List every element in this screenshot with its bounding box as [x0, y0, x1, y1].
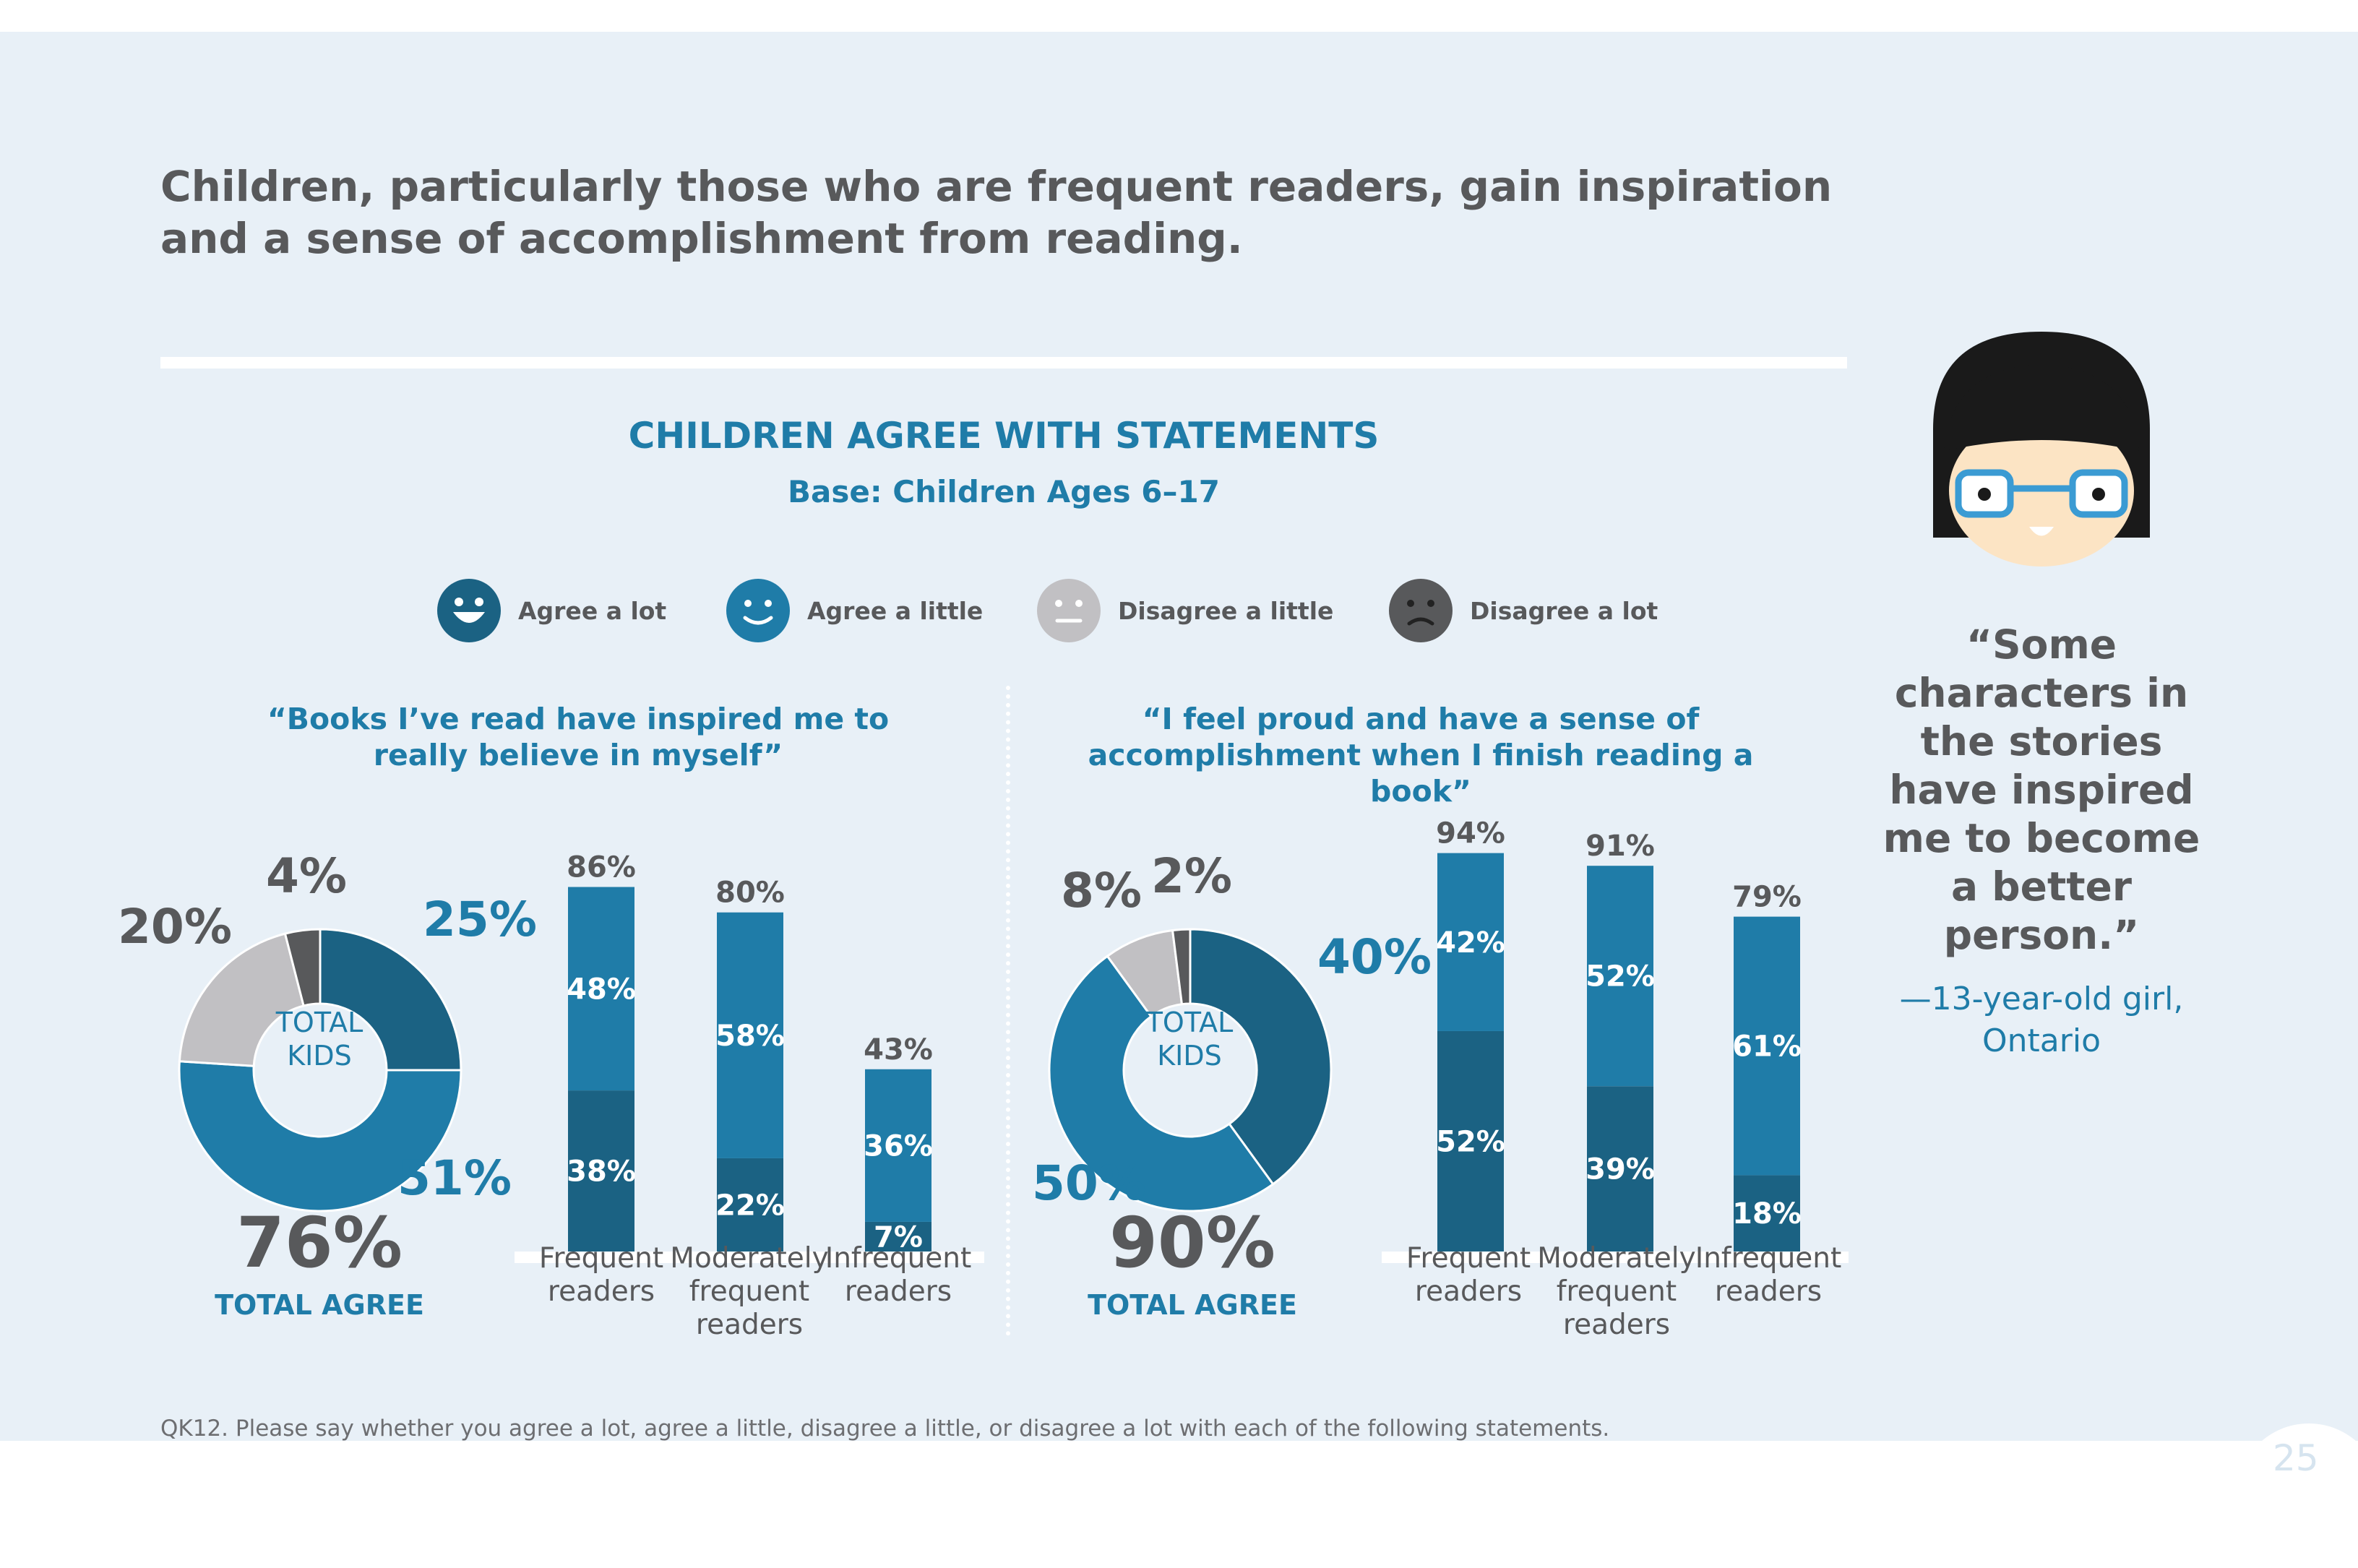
page-headline: Children, particularly those who are fre… — [160, 162, 1833, 263]
bar1-label-total: 80% — [715, 876, 785, 910]
statement-proud: “I feel proud and have a sense of accomp… — [1088, 702, 1754, 809]
legend-item-agree-a-little: Agree a little — [726, 578, 983, 643]
legend-label: Agree a little — [807, 596, 984, 625]
pie1-total-agree-value: 76% — [236, 1202, 403, 1283]
bar1-label-agree-a-little: 36% — [864, 1129, 933, 1163]
pie1-total-agree-label: TOTAL AGREE — [215, 1289, 424, 1321]
bar1-category-infrequent: Infrequent readers — [825, 1242, 972, 1308]
pie2-slice-agree-a-lot — [1189, 928, 1333, 1186]
pie2-center-label: TOTAL KIDS — [1145, 1007, 1234, 1072]
bar1-category-moderately: Moderately frequent readers — [670, 1242, 829, 1341]
bar2-bar-agree-a-little — [1437, 853, 1504, 1031]
legend-label: Disagree a lot — [1470, 596, 1658, 625]
bar1-bar-agree-a-little — [865, 1069, 931, 1222]
bar2-label-agree-a-little: 52% — [1585, 960, 1655, 994]
legend-item-agree-a-lot: Agree a lot — [437, 578, 666, 643]
charts-canvas: 38% 48% 86% 22% 58% 80% 7% 36% 43% 52% 42% 94% 39% 52… — [178, 817, 1849, 1263]
pull-quote: “Some characters in the stories have ins… — [1882, 621, 2200, 958]
panel-divider — [1006, 686, 1010, 1336]
pie1-slice-disagree-a-lot — [283, 928, 322, 1007]
pie1-slice-agree-a-little — [178, 1060, 462, 1212]
smile-face-icon — [726, 579, 790, 642]
bar1-category-frequent: Frequent readers — [538, 1242, 664, 1308]
pie1-label-agree-a-lot: 25% — [423, 892, 537, 947]
bar1-baseline — [515, 1252, 984, 1263]
bar1-label-agree-a-little: 48% — [567, 973, 636, 1006]
bar1-label-total: 43% — [864, 1033, 933, 1067]
pie2-label-disagree-a-lot: 2% — [1151, 848, 1233, 904]
bar1-label-agree-a-lot: 22% — [715, 1189, 785, 1222]
bar1-bar-agree-a-little — [717, 912, 783, 1158]
pie1-label-disagree-a-lot: 4% — [266, 848, 348, 904]
header-divider — [160, 357, 1847, 369]
pie2-total-agree-value: 90% — [1109, 1202, 1275, 1283]
report-page: Children, particularly those who are fre… — [0, 32, 2358, 1568]
pie1-label-disagree-a-little: 20% — [118, 899, 232, 955]
pie1-slice-disagree-a-little — [178, 932, 305, 1067]
pie2-label-agree-a-little: 50% — [1032, 1155, 1146, 1211]
pie2-label-disagree-a-little: 8% — [1061, 863, 1143, 918]
bar2-bar-agree-a-little — [1587, 866, 1653, 1087]
bar1-label-agree-a-little: 58% — [715, 1020, 785, 1053]
pie2-total-agree-label: TOTAL AGREE — [1088, 1289, 1297, 1321]
bar2-label-total: 79% — [1732, 881, 1802, 914]
bar1-label-total: 86% — [567, 851, 636, 884]
bar1-bar-agree-a-lot — [717, 1158, 783, 1252]
chart-title: CHILDREN AGREE WITH STATEMENTS — [628, 415, 1380, 457]
pie1-label-agree-a-little: 51% — [397, 1150, 512, 1206]
bar2-category-infrequent: Infrequent readers — [1695, 1242, 1842, 1308]
bar2-bar-agree-a-lot — [1587, 1086, 1653, 1252]
pie2-slice-disagree-a-lot — [1171, 928, 1192, 1006]
girl-with-glasses-icon — [1933, 332, 2150, 567]
legend-label: Disagree a little — [1118, 596, 1334, 625]
bar2-category-frequent: Frequent readers — [1406, 1242, 1531, 1308]
pie1-center-label: TOTAL KIDS — [275, 1007, 363, 1072]
bar1-bar-agree-a-lot — [568, 1090, 634, 1252]
bar1-label-agree-a-lot: 38% — [567, 1155, 636, 1189]
bar2-label-agree-a-lot: 52% — [1436, 1125, 1505, 1158]
bar2-bar-agree-a-little — [1734, 916, 1800, 1176]
neutral-face-icon — [1037, 579, 1101, 642]
bar1-bar-agree-a-lot — [865, 1221, 931, 1252]
bar2-baseline — [1382, 1252, 1849, 1263]
statement-inspired: “Books I’ve read have inspired me to rea… — [267, 702, 890, 772]
frown-face-icon — [1389, 579, 1453, 642]
bar2-bar-agree-a-lot — [1437, 1030, 1504, 1252]
bar2-label-agree-a-lot: 18% — [1732, 1197, 1802, 1231]
pie2-slice-agree-a-little — [1048, 955, 1275, 1212]
chart-subtitle: Base: Children Ages 6–17 — [788, 474, 1220, 509]
bar2-label-agree-a-lot: 39% — [1585, 1153, 1655, 1186]
bar2-label-total: 91% — [1585, 830, 1655, 863]
pie1-slice-agree-a-lot — [319, 928, 462, 1072]
pie2-label-agree-a-lot: 40% — [1317, 929, 1432, 985]
bar2-label-total: 94% — [1436, 817, 1505, 850]
big-smile-face-icon — [437, 579, 501, 642]
legend-item-disagree-a-lot: Disagree a lot — [1389, 578, 1658, 643]
bar2-bar-agree-a-lot — [1734, 1175, 1800, 1252]
bar2-category-moderately: Moderately frequent readers — [1537, 1242, 1696, 1341]
quote-attribution: —13-year-old girl, Ontario — [1899, 981, 2184, 1059]
bar2-label-agree-a-little: 61% — [1732, 1030, 1802, 1063]
legend-item-disagree-a-little: Disagree a little — [1037, 578, 1333, 643]
legend-label: Agree a lot — [518, 596, 667, 625]
footnote: QK12. Please say whether you agree a lot… — [160, 1416, 1610, 1442]
page-number: 25 — [2273, 1437, 2319, 1479]
bar1-bar-agree-a-little — [568, 887, 634, 1091]
bar1-label-agree-a-lot: 7% — [874, 1220, 923, 1254]
bar2-label-agree-a-little: 42% — [1436, 926, 1505, 960]
